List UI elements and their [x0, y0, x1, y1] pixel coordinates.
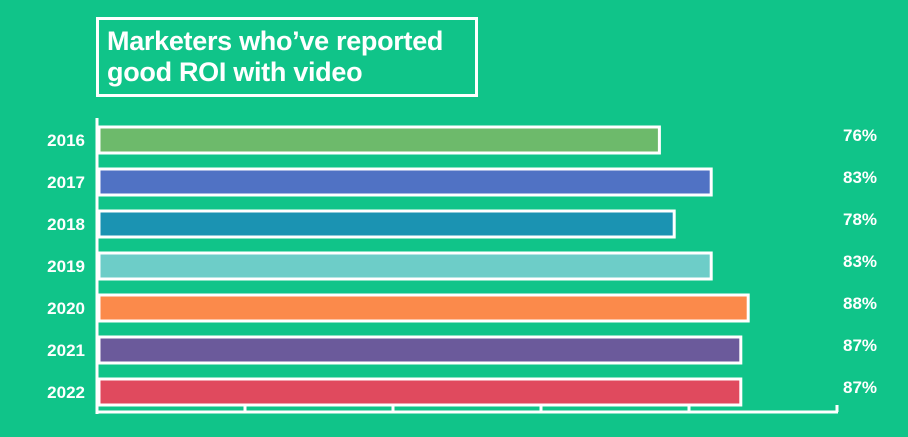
bar-2017 — [97, 167, 713, 197]
bar-2019 — [97, 251, 713, 281]
chart-title-box: Marketers who’ve reported good ROI with … — [96, 17, 478, 97]
bar-2022 — [97, 377, 743, 407]
value-label: 87% — [843, 336, 877, 355]
value-label: 87% — [843, 378, 877, 397]
category-label: 2021 — [47, 341, 85, 360]
bar-2016 — [97, 125, 661, 155]
value-label: 76% — [843, 126, 877, 145]
chart-title: Marketers who’ve reported good ROI with … — [107, 26, 444, 87]
value-label: 78% — [843, 210, 877, 229]
category-label: 2022 — [47, 383, 85, 402]
category-label: 2019 — [47, 257, 85, 276]
category-label: 2017 — [47, 173, 85, 192]
value-label: 83% — [843, 252, 877, 271]
bar-2018 — [97, 209, 676, 239]
value-label: 83% — [843, 168, 877, 187]
category-label: 2020 — [47, 299, 85, 318]
bar-2020 — [97, 293, 750, 323]
bar-2021 — [97, 335, 743, 365]
category-label: 2016 — [47, 131, 85, 150]
value-label: 88% — [843, 294, 877, 313]
category-label: 2018 — [47, 215, 85, 234]
